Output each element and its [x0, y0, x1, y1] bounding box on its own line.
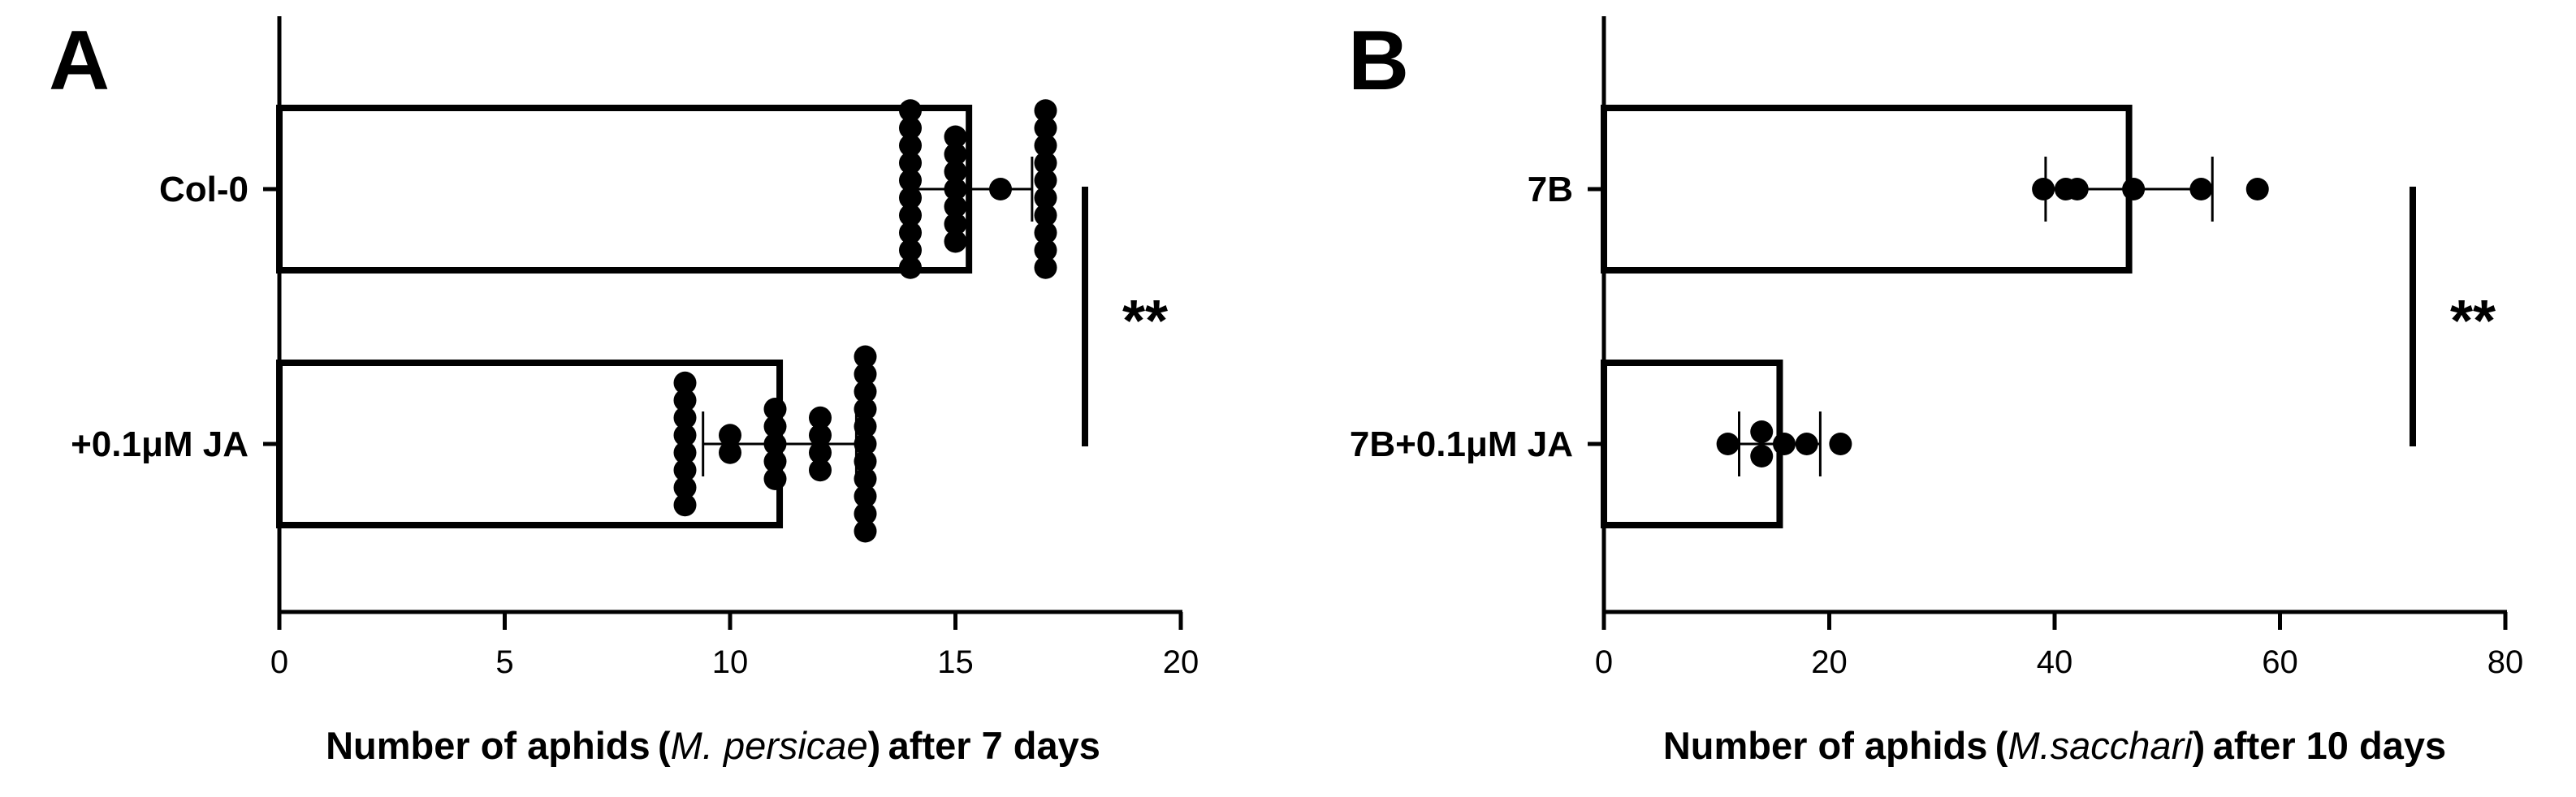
data-point [1716, 433, 1740, 455]
data-point [719, 424, 741, 447]
data-point [1034, 204, 1057, 227]
x-axis-title: Number of aphids (M.sacchari) after 10 d… [1663, 724, 2446, 767]
data-point [899, 169, 922, 192]
data-point [899, 256, 922, 279]
panel-letter: A [49, 14, 110, 108]
data-point [673, 493, 697, 517]
x-tick-label: 0 [1595, 644, 1613, 680]
data-point [854, 433, 877, 455]
category-label-2: +0.1μM JA [71, 424, 249, 464]
data-point [809, 441, 832, 464]
data-point [854, 519, 877, 543]
data-point [899, 186, 922, 209]
data-point [809, 424, 832, 447]
x-tick-label: 5 [495, 644, 513, 680]
data-point [899, 221, 922, 244]
x-tick-label: 0 [270, 644, 288, 680]
data-point [1034, 256, 1057, 279]
x-tick-label: 20 [1163, 644, 1199, 680]
data-point [899, 239, 922, 262]
data-point [944, 230, 967, 253]
data-point [1034, 169, 1057, 192]
data-point [854, 363, 877, 386]
data-point [854, 467, 877, 490]
x-tick-label: 20 [1811, 644, 1848, 680]
data-point [1773, 433, 1796, 455]
data-point [763, 433, 787, 455]
data-point [673, 459, 697, 482]
data-point [2245, 178, 2269, 200]
x-axis-title: Number of aphids (M. persicae) after 7 d… [326, 724, 1100, 767]
data-point [1795, 433, 1818, 455]
data-point [944, 160, 967, 183]
data-point [854, 502, 877, 525]
data-point [899, 134, 922, 157]
x-tick-label: 10 [712, 644, 749, 680]
data-point [763, 398, 787, 420]
data-point [1034, 186, 1057, 209]
data-point [944, 195, 967, 218]
x-tick-label: 40 [2037, 644, 2073, 680]
data-point [1034, 134, 1057, 157]
data-point [854, 398, 877, 420]
data-point [719, 441, 741, 464]
panel-letter: B [1348, 14, 1409, 108]
data-point [809, 459, 832, 482]
data-point [899, 116, 922, 140]
category-label-1: 7B [1528, 170, 1573, 209]
data-point [673, 406, 697, 429]
data-point [854, 345, 877, 368]
category-label-2: 7B+0.1μM JA [1350, 424, 1573, 464]
data-point [763, 415, 787, 438]
data-point [673, 371, 697, 394]
data-point [899, 204, 922, 227]
data-point [2065, 178, 2089, 200]
data-point [854, 380, 877, 403]
data-point [944, 213, 967, 235]
panel-b: B 7B 7B+0.1μM JA 0 20 40 60 80 Number of aphids … [1348, 14, 2523, 767]
data-point [673, 476, 697, 499]
significance-label: ** [2450, 289, 2496, 354]
data-point [673, 424, 697, 447]
data-point [854, 450, 877, 473]
data-point [1750, 420, 1774, 443]
data-point [944, 178, 967, 200]
data-point [944, 143, 967, 166]
significance-label: ** [1122, 289, 1168, 354]
category-label-1: Col-0 [159, 170, 249, 209]
data-point [1034, 99, 1057, 123]
data-point [854, 415, 877, 438]
data-point [899, 99, 922, 123]
data-point [673, 441, 697, 464]
data-point [1750, 445, 1774, 467]
data-point [673, 389, 697, 412]
data-point [989, 178, 1012, 200]
data-point [2189, 178, 2213, 200]
data-point [1034, 239, 1057, 262]
panel-a: A Col-0 +0.1μM JA 0 5 10 15 20 Number of aphids … [49, 14, 1199, 767]
x-tick-label: 15 [937, 644, 974, 680]
data-point [2122, 178, 2146, 200]
data-point [944, 125, 967, 149]
data-point [854, 485, 877, 508]
data-point [2032, 178, 2055, 200]
data-point [1034, 151, 1057, 174]
data-point [1829, 433, 1852, 455]
data-point [763, 467, 787, 490]
x-tick-label: 60 [2262, 644, 2298, 680]
data-point [809, 406, 832, 429]
data-point [763, 450, 787, 473]
x-tick-label: 80 [2487, 644, 2524, 680]
data-point [1034, 116, 1057, 140]
data-point [1034, 221, 1057, 244]
bar-1 [276, 105, 973, 274]
data-point [899, 151, 922, 174]
